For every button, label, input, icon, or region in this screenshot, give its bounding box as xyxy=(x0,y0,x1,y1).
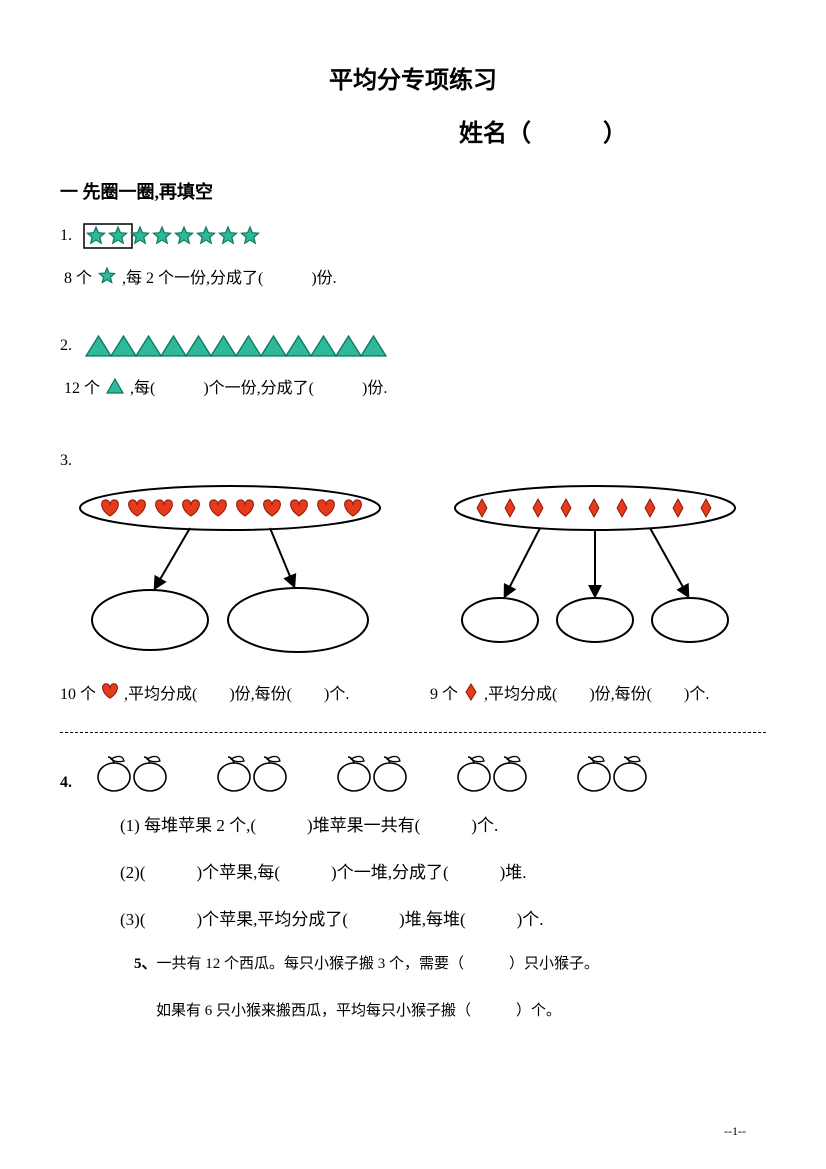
q3-right-b: ,平均分成( )份,每份( )个. xyxy=(484,680,709,704)
triangle-icon xyxy=(106,377,124,395)
q4-line2: (2)( )个苹果,每( )个一堆,分成了( )堆. xyxy=(120,858,766,883)
q4-line1: (1) 每堆苹果 2 个,( )堆苹果一共有( )个. xyxy=(120,811,766,836)
heart-icon xyxy=(102,683,118,701)
q2-triangles xyxy=(82,332,392,360)
q3-num: 3. xyxy=(60,452,72,470)
q4-row: 4. xyxy=(60,755,766,811)
q2-text-b: ,每( )个一份,分成了( )份. xyxy=(130,374,387,398)
q3-text-row: 10 个 ,平均分成( )份,每份( )个. 9 个 ,平均分成( )份,每份(… xyxy=(60,680,766,724)
q2-row: 2. xyxy=(60,332,766,360)
page-title: 平均分专项练习 xyxy=(60,60,766,95)
q1-row: 1. xyxy=(60,222,766,250)
name-field: 姓名（ ） xyxy=(60,113,766,148)
q3-left-b: ,平均分成( )份,每份( )个. xyxy=(124,680,349,704)
q5-text1: 一共有 12 个西瓜。每只小猴子搬 3 个，需要（ ）只小猴子。 xyxy=(157,956,600,972)
q2-text-a: 12 个 xyxy=(64,374,100,398)
q3-left-a: 10 个 xyxy=(60,680,96,704)
q4-apples xyxy=(88,755,728,795)
separator xyxy=(60,732,766,733)
q5-num: 5、 xyxy=(134,956,157,972)
q1-text-b: ,每 2 个一份,分成了( )份. xyxy=(122,264,337,288)
q1-text-a: 8 个 xyxy=(64,264,92,288)
star-icon xyxy=(98,267,116,285)
q5-line2: 如果有 6 只小猴来搬西瓜，平均每只小猴子搬（ ）个。 xyxy=(156,999,766,1020)
q3-right-a: 9 个 xyxy=(430,680,458,704)
q3-diagram xyxy=(70,480,770,660)
q5-line1: 5、一共有 12 个西瓜。每只小猴子搬 3 个，需要（ ）只小猴子。 xyxy=(134,952,766,973)
page-number: --1-- xyxy=(724,1124,746,1139)
q4-num: 4. xyxy=(60,774,72,792)
q1-stars xyxy=(82,222,282,250)
q2-text: 12 个 ,每( )个一份,分成了( )份. xyxy=(64,374,766,398)
q2-num: 2. xyxy=(60,337,72,355)
q1-text: 8 个 ,每 2 个一份,分成了( )份. xyxy=(64,264,766,288)
q4-line3: (3)( )个苹果,平均分成了( )堆,每堆( )个. xyxy=(120,905,766,930)
q1-num: 1. xyxy=(60,227,72,245)
section-1-header: 一 先圈一圈,再填空 xyxy=(60,178,766,204)
diamond-icon xyxy=(464,683,478,701)
